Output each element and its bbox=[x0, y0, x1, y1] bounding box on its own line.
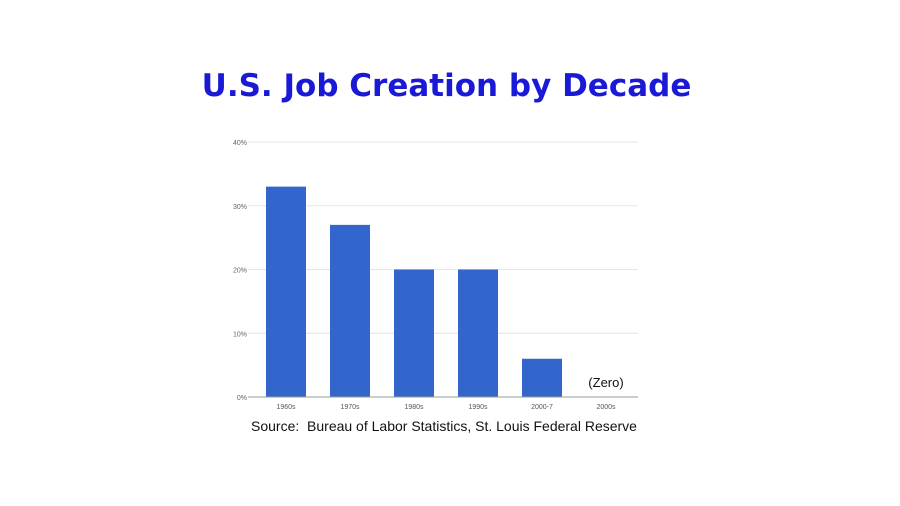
bar-1960s bbox=[266, 186, 306, 397]
bar-1990s bbox=[458, 269, 498, 397]
bar-2000-7 bbox=[522, 358, 562, 397]
bar-1970s bbox=[330, 224, 370, 397]
x-tick-label: 1990s bbox=[468, 404, 488, 411]
y-tick-label: 0% bbox=[237, 395, 247, 402]
y-tick-label: 30% bbox=[233, 204, 247, 211]
chart-title: U.S. Job Creation by Decade bbox=[201, 68, 692, 104]
x-tick-label: 1970s bbox=[340, 404, 360, 411]
x-tick-label: 1960s bbox=[276, 404, 296, 411]
y-tick-label: 10% bbox=[233, 331, 247, 338]
x-tick-label: 2000-7 bbox=[531, 404, 553, 411]
bar-1980s bbox=[394, 269, 434, 397]
y-tick-label: 20% bbox=[233, 268, 247, 275]
bar-annotation: (Zero) bbox=[588, 375, 623, 390]
source-note: Source: Bureau of Labor Statistics, St. … bbox=[251, 418, 637, 434]
x-tick-label: 1980s bbox=[404, 404, 424, 411]
y-tick-label: 40% bbox=[233, 140, 247, 147]
x-tick-label: 2000s bbox=[596, 404, 616, 411]
